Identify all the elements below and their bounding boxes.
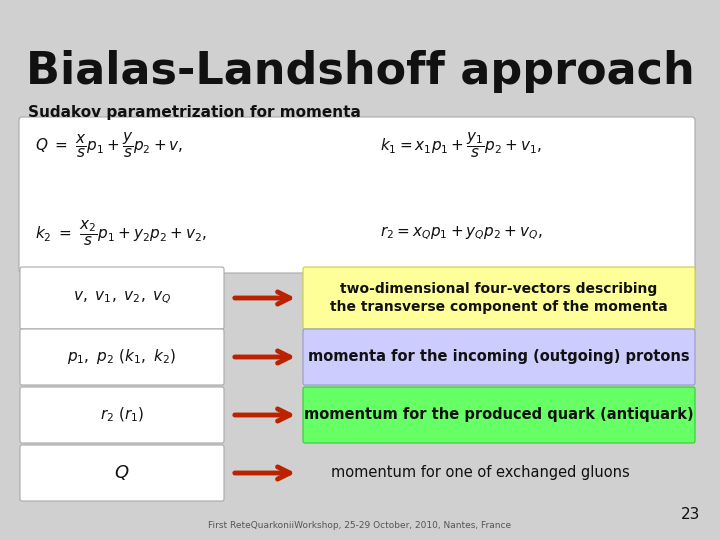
Text: $k_1 = x_1p_1 + \dfrac{y_1}{s}p_2 + v_1,$: $k_1 = x_1p_1 + \dfrac{y_1}{s}p_2 + v_1,… — [380, 130, 542, 160]
Text: momenta for the incoming (outgoing) protons: momenta for the incoming (outgoing) prot… — [308, 349, 690, 364]
Text: $p_1,\ p_2\ (k_1,\ k_2)$: $p_1,\ p_2\ (k_1,\ k_2)$ — [68, 348, 176, 367]
Text: 23: 23 — [680, 507, 700, 522]
Text: momentum for the produced quark (antiquark): momentum for the produced quark (antiqua… — [304, 408, 694, 422]
FancyBboxPatch shape — [20, 267, 224, 329]
Text: First ReteQuarkoniiWorkshop, 25-29 October, 2010, Nantes, France: First ReteQuarkoniiWorkshop, 25-29 Octob… — [208, 521, 512, 530]
FancyBboxPatch shape — [303, 267, 695, 329]
Text: $r_2 = x_Qp_1 + y_Qp_2 + v_Q,$: $r_2 = x_Qp_1 + y_Qp_2 + v_Q,$ — [380, 224, 543, 241]
Text: Sudakov parametrization for momenta: Sudakov parametrization for momenta — [28, 105, 361, 120]
FancyBboxPatch shape — [303, 387, 695, 443]
Text: $Q\ =\ \dfrac{x}{s}p_1 + \dfrac{y}{s}p_2 + v,$: $Q\ =\ \dfrac{x}{s}p_1 + \dfrac{y}{s}p_2… — [35, 130, 183, 160]
Text: $k_2\ =\ \dfrac{x_2}{s}p_1 + y_2p_2 + v_2,$: $k_2\ =\ \dfrac{x_2}{s}p_1 + y_2p_2 + v_… — [35, 218, 207, 248]
FancyBboxPatch shape — [19, 117, 695, 273]
Text: Bialas-Landshoff approach: Bialas-Landshoff approach — [26, 50, 694, 93]
Text: $Q$: $Q$ — [114, 463, 130, 483]
FancyBboxPatch shape — [303, 329, 695, 385]
Text: $v,\ v_1,\ v_2,\ v_Q$: $v,\ v_1,\ v_2,\ v_Q$ — [73, 290, 171, 306]
FancyBboxPatch shape — [20, 387, 224, 443]
Text: momentum for one of exchanged gluons: momentum for one of exchanged gluons — [330, 465, 629, 481]
FancyBboxPatch shape — [20, 445, 224, 501]
Text: $r_2\ (r_1)$: $r_2\ (r_1)$ — [100, 406, 144, 424]
Text: two-dimensional four-vectors describing
the transverse component of the momenta: two-dimensional four-vectors describing … — [330, 282, 668, 314]
FancyBboxPatch shape — [20, 329, 224, 385]
